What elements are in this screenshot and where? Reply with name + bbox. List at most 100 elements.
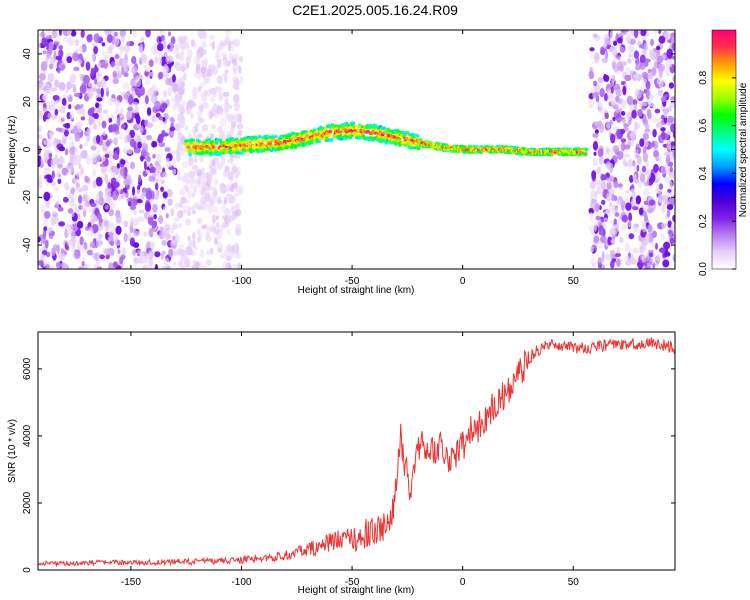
heatmap-cell [634, 91, 642, 99]
heatmap-cell [62, 36, 69, 43]
heatmap-cell [610, 133, 616, 144]
heatmap-cell [312, 128, 317, 132]
heatmap-cell [643, 188, 650, 197]
heatmap-cell [47, 112, 53, 119]
heatmap-cell [106, 197, 111, 202]
heatmap-cell [96, 266, 102, 269]
y-tick-label: 0 [22, 146, 33, 152]
heatmap-cell [98, 238, 103, 248]
heatmap-cell [158, 56, 163, 66]
heatmap-cell [664, 176, 670, 183]
heatmap-cell [58, 30, 62, 36]
heatmap-cell [78, 163, 82, 170]
heatmap-cell [670, 123, 675, 133]
heatmap-cell [668, 82, 675, 89]
heatmap-cell [58, 45, 64, 50]
heatmap-cell [617, 37, 623, 44]
heatmap-cell [121, 34, 125, 44]
heatmap-cell [95, 73, 101, 81]
heatmap-cell [667, 115, 674, 124]
heatmap-cell [74, 92, 81, 97]
heatmap-cell [613, 180, 619, 189]
heatmap-cell [599, 180, 605, 190]
heatmap-cell [629, 116, 633, 122]
heatmap-cell [91, 253, 96, 259]
heatmap-cell [615, 105, 620, 114]
heatmap-cell [154, 251, 161, 258]
heatmap-cell [207, 137, 212, 142]
heatmap-cell [645, 233, 650, 239]
heatmap-cell [604, 112, 609, 120]
heatmap-cell [126, 134, 132, 142]
heatmap-cell [114, 64, 120, 74]
heatmap-cell [95, 108, 99, 113]
heatmap-cell [182, 160, 189, 168]
heatmap-cell [51, 210, 57, 216]
heatmap-cell [119, 256, 124, 265]
heatmap-cell [103, 248, 111, 256]
heatmap-cell [69, 146, 76, 156]
heatmap-cell [67, 30, 72, 36]
heatmap-cell [201, 179, 207, 190]
heatmap-cell [658, 35, 666, 44]
heatmap-cell [620, 141, 626, 152]
heatmap-cell [196, 217, 203, 224]
heatmap-cell [71, 243, 76, 253]
heatmap-cell [622, 85, 627, 96]
heatmap-cell [106, 113, 110, 124]
heatmap-cell [593, 191, 598, 199]
heatmap-cell [205, 234, 212, 243]
heatmap-cell [171, 97, 178, 103]
heatmap-cell [117, 249, 121, 254]
heatmap-cell [611, 78, 615, 87]
heatmap-cell [216, 126, 223, 133]
heatmap-cell [233, 101, 239, 109]
heatmap-cell [590, 53, 594, 60]
heatmap-cell [650, 255, 656, 265]
heatmap-cell [60, 262, 67, 268]
heatmap-cell [58, 252, 66, 261]
heatmap-cell [38, 72, 46, 81]
heatmap-cell [183, 72, 187, 81]
heatmap-cell [91, 42, 96, 48]
heatmap-cell [232, 83, 237, 90]
heatmap-cell [607, 236, 613, 246]
y-tick-label: 6000 [22, 357, 33, 380]
heatmap-cell [152, 203, 158, 213]
heatmap-cell [653, 163, 659, 173]
heatmap-cell [174, 234, 181, 240]
heatmap-cell [623, 123, 630, 128]
heatmap-cell [616, 246, 620, 255]
heatmap-cell [185, 245, 193, 256]
heatmap-cell [201, 264, 207, 269]
heatmap-cell [221, 72, 227, 78]
heatmap-cell [115, 239, 121, 246]
x-tick-label: -50 [345, 276, 360, 287]
heatmap-cell [40, 156, 46, 165]
heatmap-cell [415, 134, 420, 138]
heatmap-cell [194, 202, 202, 207]
heatmap-cell [98, 113, 104, 121]
heatmap-cell [185, 102, 190, 111]
heatmap-cell [231, 121, 237, 129]
heatmap-cell [90, 67, 95, 78]
heatmap-cell [658, 156, 663, 164]
heatmap-cell [50, 158, 56, 169]
top-y-ticks: -40 -20 0 20 40 [22, 48, 675, 252]
heatmap-cell [366, 129, 370, 133]
heatmap-cell [597, 148, 604, 158]
heatmap-cell [87, 89, 94, 99]
heatmap-cell [170, 227, 174, 234]
heatmap-cell [233, 113, 240, 123]
heatmap-cell [223, 105, 228, 114]
heatmap-cell [174, 202, 181, 209]
heatmap-cell [660, 131, 666, 140]
heatmap-cell [177, 132, 181, 138]
heatmap-cell [628, 212, 633, 222]
heatmap-cell [140, 149, 147, 157]
heatmap-cell [224, 113, 230, 120]
heatmap-cell [93, 112, 99, 120]
heatmap-cell [93, 123, 97, 130]
heatmap-cell [126, 41, 131, 47]
heatmap-cell [299, 134, 304, 138]
